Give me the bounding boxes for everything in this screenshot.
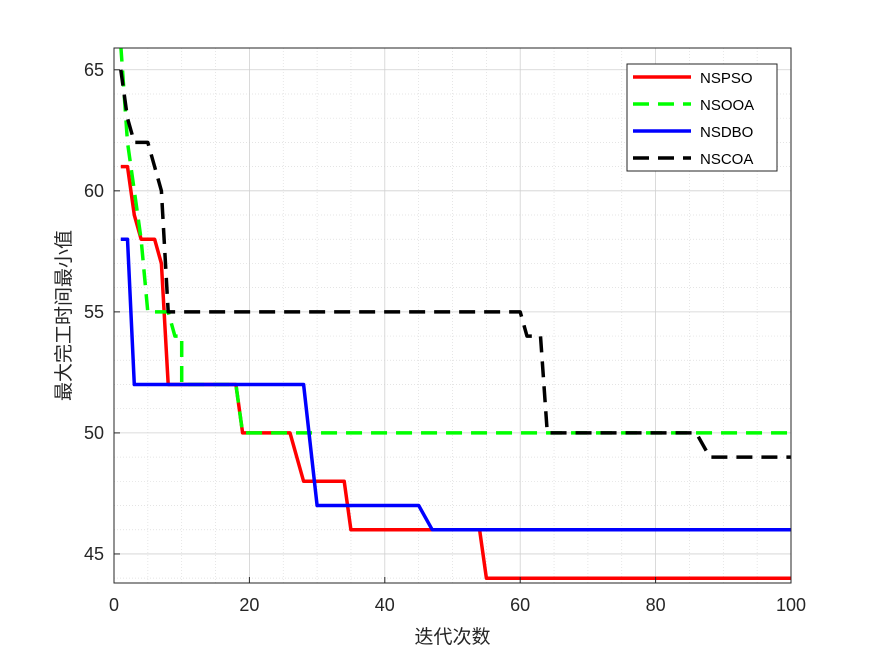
axis-ticks: 0 20 40 60 80 100 45 50 55 60 65 — [84, 60, 806, 615]
series-line-nsooa — [119, 48, 791, 435]
legend-label-nsooa: NSOOA — [700, 97, 754, 114]
x-tick-label: 0 — [109, 595, 119, 615]
y-tick-label: 45 — [84, 544, 104, 564]
x-tick-label: 40 — [375, 595, 395, 615]
legend-label-nspso: NSPSO — [700, 70, 753, 87]
y-tick-label: 65 — [84, 60, 104, 80]
x-tick-label: 20 — [239, 595, 259, 615]
legend: NSPSO NSOOA NSDBO NSCOA — [626, 63, 778, 172]
x-tick-label: 100 — [776, 595, 806, 615]
legend-label-nsdbo: NSDBO — [700, 124, 753, 141]
x-axis-title: 迭代次数 — [414, 626, 490, 648]
legend-label-nscoa: NSCOA — [700, 151, 753, 168]
legend-box — [626, 63, 778, 172]
y-axis-title: 最大完工时间最小值 — [53, 230, 75, 401]
series-line-nscoa — [119, 69, 791, 459]
y-tick-label: 60 — [84, 181, 104, 201]
y-tick-label: 50 — [84, 423, 104, 443]
plot-border — [113, 47, 792, 584]
y-tick-label: 55 — [84, 302, 104, 322]
x-tick-label: 60 — [510, 595, 530, 615]
x-tick-label: 80 — [646, 595, 666, 615]
series-line-nsdbo — [120, 237, 791, 532]
series-lines — [119, 48, 791, 580]
